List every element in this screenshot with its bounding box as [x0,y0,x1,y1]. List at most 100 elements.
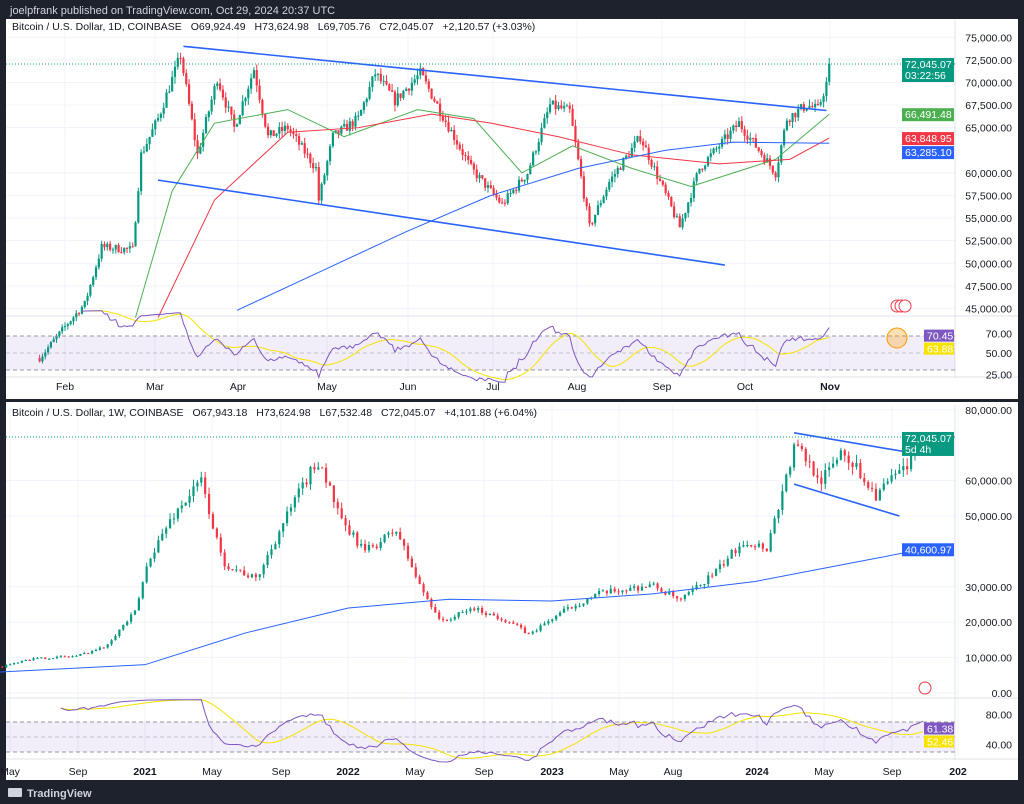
candle-body [720,138,724,147]
candle [48,658,51,660]
candle-body [168,91,171,93]
us-flag-event-icon[interactable] [918,681,932,695]
candle-body [309,467,312,485]
candle-body [547,621,550,624]
candle [783,128,786,148]
candle [224,92,227,113]
candle-body [774,172,777,178]
candle-body [422,68,425,76]
candle-body [734,549,737,554]
candle [610,171,614,188]
candle [608,178,611,193]
tradingview-logo[interactable]: TradingView [8,788,92,800]
candle [227,100,230,112]
candle-body [605,189,608,197]
price-axis[interactable]: 80,000.00 60,000.00 50,000.00 30,000.00 20,0… [965,405,1012,752]
candle [221,85,225,101]
candle [250,573,254,579]
candle [531,630,534,636]
candle-body [272,130,275,137]
candle [109,240,112,252]
candle-body [455,140,459,145]
candle-body [145,566,148,583]
candle [149,557,152,568]
trendline[interactable] [793,483,900,517]
candle [859,459,862,480]
candle-body [75,655,78,657]
candle-body [83,300,86,308]
candle-body [794,113,797,118]
candle-body [199,146,202,154]
candle [678,213,681,228]
rsi-tag: 63.88 [924,342,954,356]
candles [38,52,831,364]
time-axis[interactable]: Feb Mar Apr May Jun Jul Aug Sep Oct Nov [56,381,840,393]
candle [227,562,230,571]
candle [617,588,620,596]
candle [114,634,117,641]
candle-body [509,193,512,195]
candle-body [486,185,490,188]
candle-body [202,132,205,147]
trendline[interactable] [157,179,725,266]
candle-body [374,74,377,77]
candle [596,200,600,216]
candle-body [137,598,140,611]
candle-body [103,243,106,248]
candle [382,75,385,87]
candle-body [516,623,519,625]
candle-body [469,159,473,164]
candle [594,214,597,227]
candle-body [704,165,707,170]
candle-body [751,137,755,139]
candle [804,447,807,467]
candle [216,81,219,90]
candle-body [591,223,594,225]
candle [200,471,203,487]
candle [765,548,768,552]
candle [683,594,686,602]
time-axis[interactable]: May Sep 2021 May Sep 2022 May Sep 2023 May Aug 2024… [0,766,967,778]
candle-body [122,624,125,630]
trendline[interactable] [183,45,827,112]
price-axis[interactable]: 75,000.00 72,500.00 70,000.00 67,500.00 65,0… [965,32,1012,381]
candle [642,138,645,151]
candle [204,113,208,135]
candle-body [426,592,429,599]
candle [473,606,476,612]
candle [383,533,386,544]
time-tick-label: May [317,381,338,393]
candle [746,540,749,548]
candle-body [94,649,98,652]
candle-body [574,605,577,609]
candle [286,123,289,133]
candle-body [548,104,552,113]
candle [211,511,215,530]
moving-average-line [157,113,830,318]
candle-body [250,574,254,578]
candle [283,121,287,135]
candle-body [352,532,355,535]
candle [399,527,402,541]
candle [313,462,316,474]
candle-body [874,488,878,501]
trendline[interactable] [793,432,920,455]
candle-body [179,57,182,59]
symbol: Bitcoin / U.S. Dollar, 1D, COINBASE [12,21,182,33]
us-flag-event-icon[interactable] [898,299,912,313]
candle-body [354,115,357,127]
candle-body [79,653,82,656]
candle-body [512,622,515,624]
candle [343,119,346,128]
candle [424,70,428,85]
candle [898,463,901,475]
candle-body [648,584,651,588]
candle [128,241,131,253]
candle-body [753,546,757,548]
candle [457,612,460,620]
candle-body [715,148,718,150]
candle [427,78,430,93]
highlight-circle[interactable] [886,327,908,349]
candle [582,171,585,203]
